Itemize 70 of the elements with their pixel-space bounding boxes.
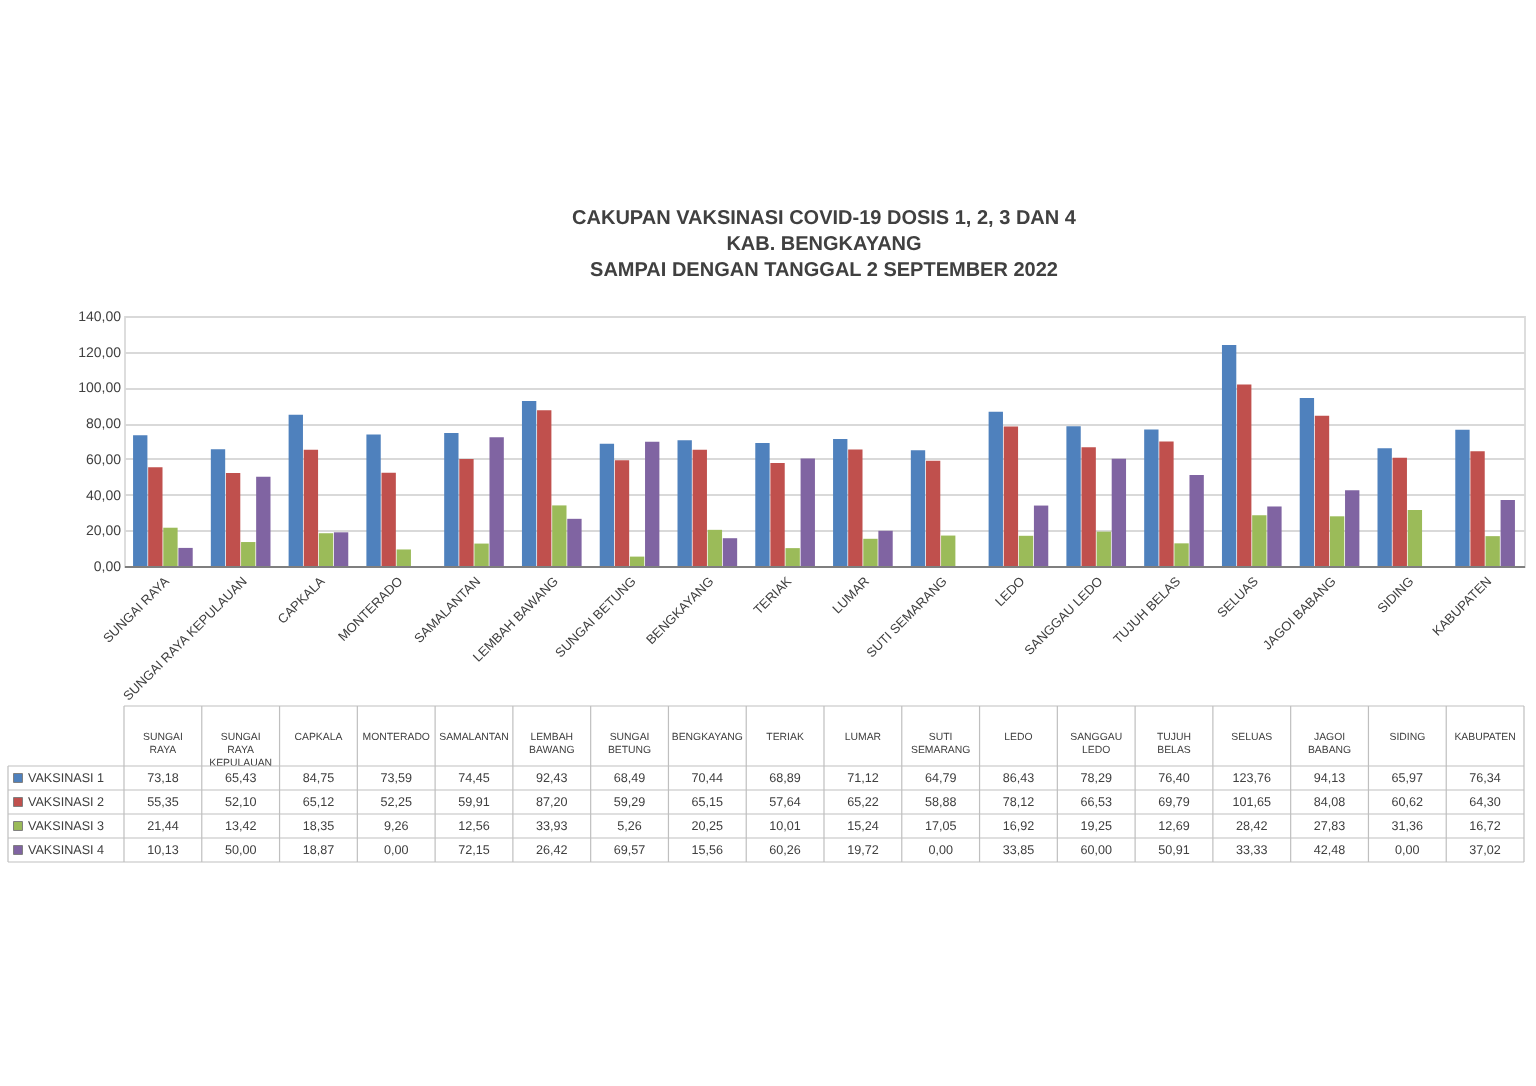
bar (692, 449, 707, 566)
bar (381, 472, 396, 566)
bar (1237, 384, 1252, 566)
bar (614, 460, 630, 566)
bar (567, 518, 582, 566)
bar (1111, 458, 1127, 566)
bar (1500, 499, 1515, 566)
bar (1329, 516, 1345, 566)
bar (256, 476, 271, 566)
bar (1345, 490, 1360, 566)
bar (1018, 535, 1034, 566)
bar (444, 433, 459, 566)
bar (800, 458, 815, 566)
bar (1189, 475, 1204, 566)
bar (1096, 531, 1111, 566)
bar (910, 450, 926, 566)
bar (1252, 515, 1267, 566)
bar (707, 529, 723, 566)
bar (1299, 397, 1315, 566)
bar (537, 410, 552, 566)
bar (1392, 457, 1407, 566)
bar (163, 527, 178, 566)
bar (333, 532, 349, 566)
bar (521, 400, 537, 566)
bar (785, 548, 800, 566)
bar (941, 535, 956, 566)
bar (1144, 429, 1159, 566)
bar (1033, 505, 1049, 566)
bar (629, 556, 645, 566)
bar (1267, 506, 1282, 566)
bar (366, 434, 381, 566)
bar (474, 543, 489, 566)
bar (1485, 536, 1500, 566)
bar (770, 463, 785, 566)
bar (1003, 426, 1019, 566)
bar (148, 467, 163, 566)
bar (318, 533, 334, 566)
bar (645, 441, 660, 566)
bar (396, 549, 411, 566)
bar (1314, 415, 1330, 566)
bar (722, 538, 738, 566)
bar (489, 437, 504, 566)
bar (1081, 447, 1096, 566)
bar (988, 411, 1003, 566)
bar (178, 547, 193, 566)
bar (1407, 510, 1423, 566)
bar (863, 538, 878, 566)
bar (1159, 441, 1174, 566)
bar (1377, 448, 1392, 566)
bar (878, 530, 893, 566)
bar (599, 443, 615, 566)
bar (1221, 345, 1237, 566)
bar (677, 440, 692, 566)
bar (1470, 451, 1485, 566)
bar (833, 439, 848, 566)
bar (303, 449, 319, 566)
bar (210, 449, 226, 566)
bar (1066, 426, 1081, 566)
bar (459, 459, 474, 566)
bar (225, 472, 241, 566)
bar (552, 505, 567, 566)
bar (133, 435, 148, 566)
bar (755, 442, 770, 566)
chart-title: CAKUPAN VAKSINASI COVID-19 DOSIS 1, 2, 3 DAN 4 KAB. BENGKAYANG SAMPAI DENGAN TANGGAL 2 SEPTEMBER 2022 (572, 208, 1077, 282)
bar (848, 449, 863, 566)
bar (1174, 543, 1189, 566)
bar (925, 460, 941, 566)
bar (241, 542, 256, 566)
bar (1455, 429, 1470, 566)
bar (288, 414, 303, 566)
